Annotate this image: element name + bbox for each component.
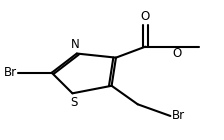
- Text: S: S: [70, 96, 77, 109]
- Text: Br: Br: [171, 109, 185, 122]
- Text: O: O: [172, 47, 181, 60]
- Text: Br: Br: [4, 66, 17, 79]
- Text: N: N: [71, 38, 80, 51]
- Text: O: O: [141, 10, 150, 23]
